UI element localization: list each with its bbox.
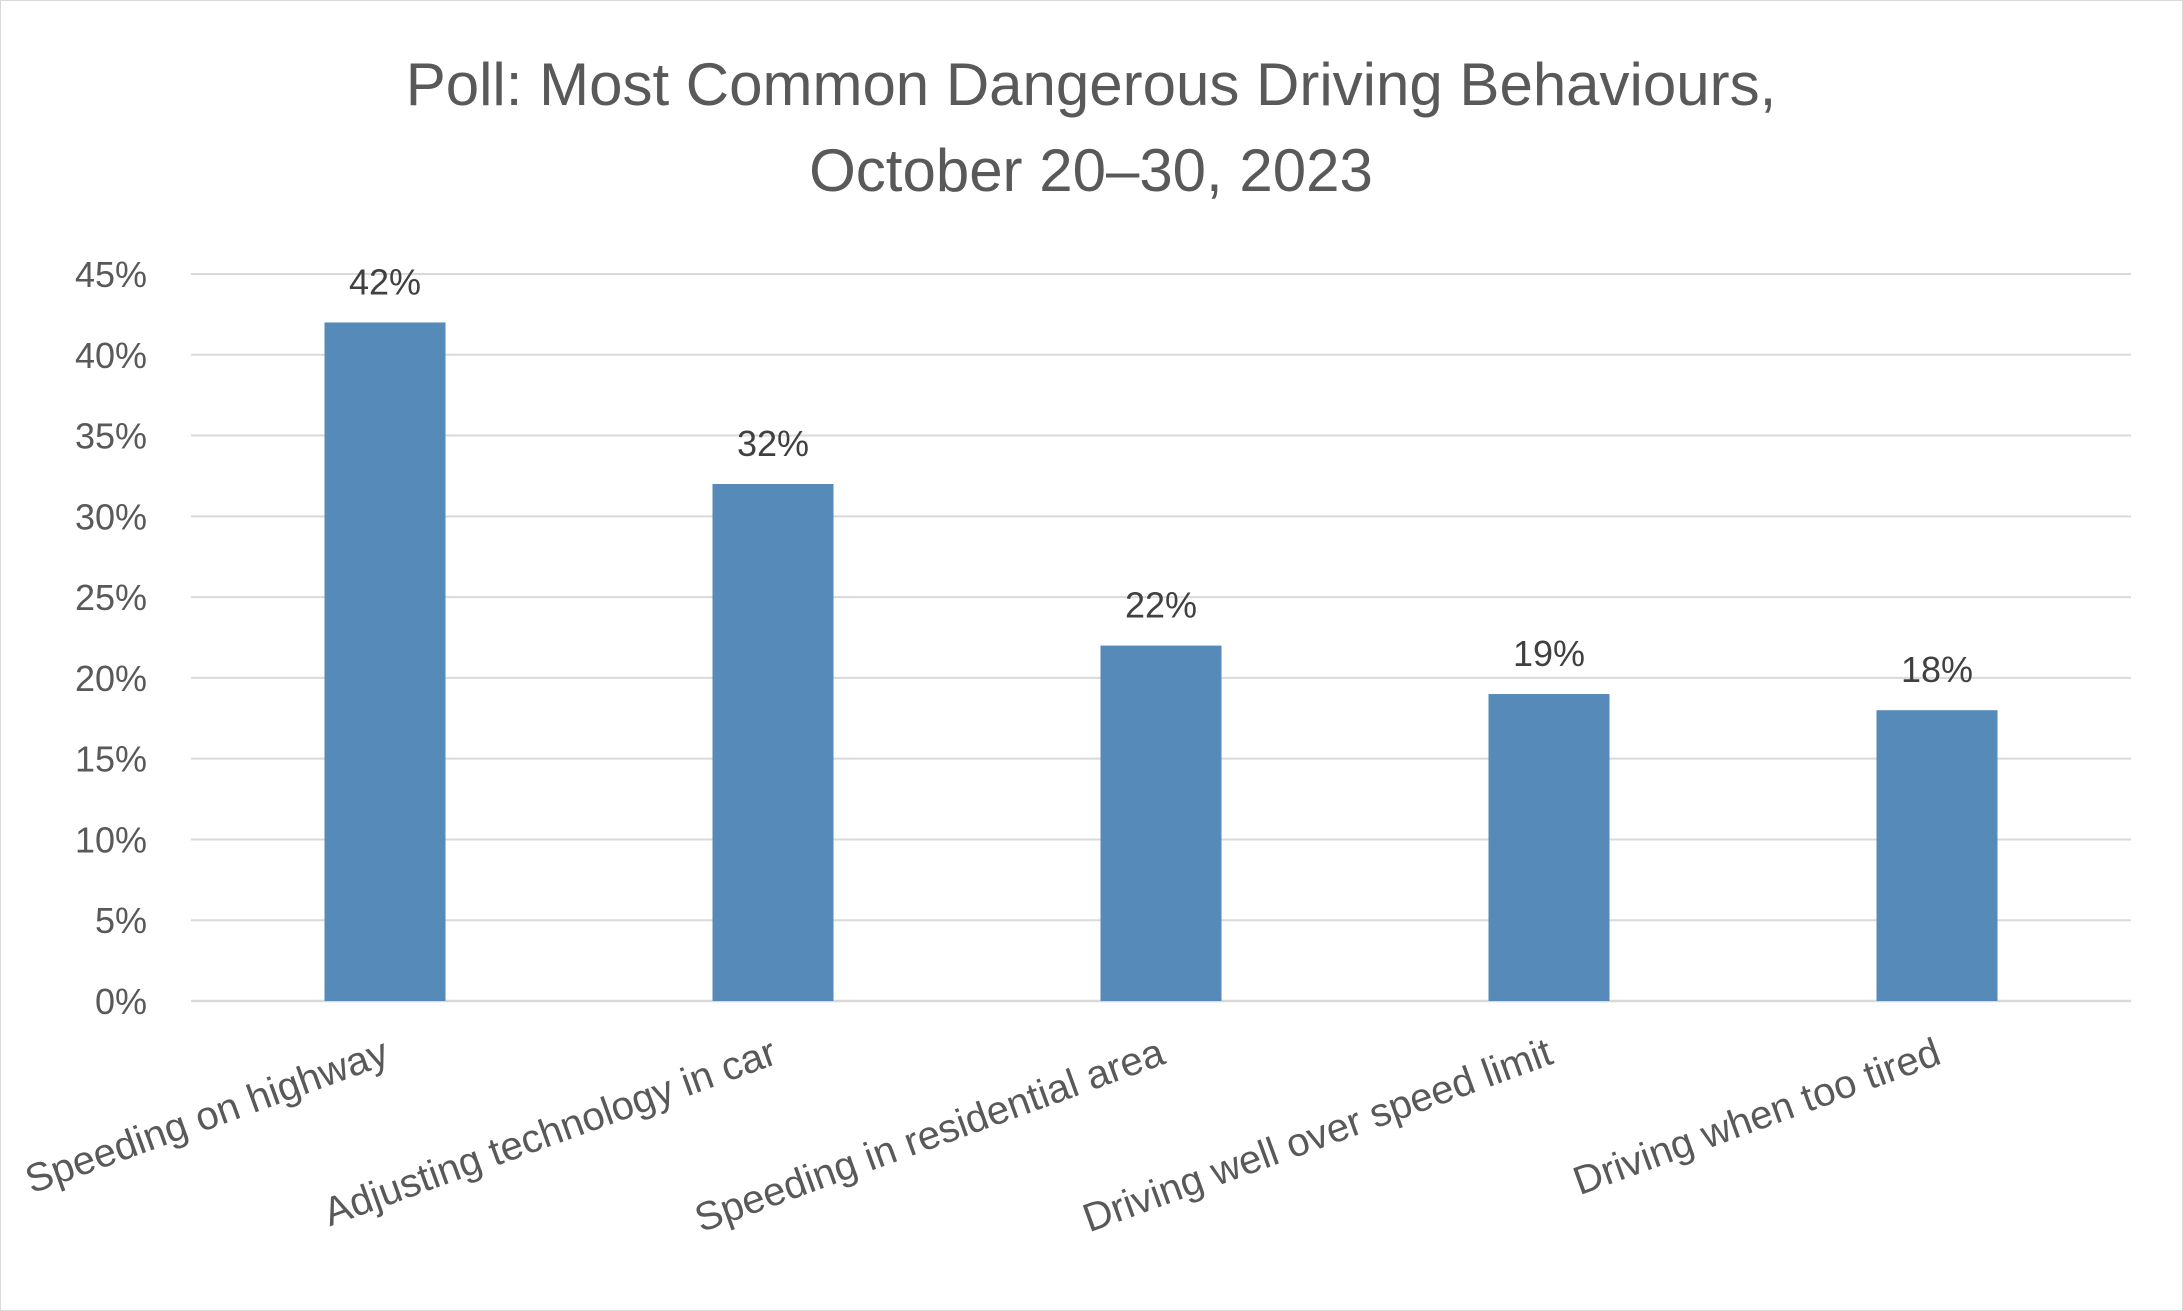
data-labels: 42% 32% 22% 19% 18%: [349, 261, 1973, 690]
y-tick-label: 30%: [75, 496, 147, 537]
y-tick-label: 15%: [75, 739, 147, 780]
y-axis-ticks: 0% 5% 10% 15% 20% 25% 30% 35% 40% 45%: [75, 254, 147, 1022]
bar: [1100, 645, 1222, 1001]
y-tick-label: 0%: [95, 981, 147, 1022]
data-label: 19%: [1513, 633, 1585, 674]
data-label: 32%: [737, 423, 809, 464]
bar: [1876, 710, 1998, 1001]
data-label: 22%: [1125, 585, 1197, 626]
y-tick-label: 10%: [75, 819, 147, 860]
y-tick-label: 35%: [75, 416, 147, 457]
data-label: 18%: [1901, 649, 1973, 690]
category-label: Speeding on highway: [20, 1030, 395, 1202]
y-tick-label: 5%: [95, 900, 147, 941]
chart-title-line-1: Poll: Most Common Dangerous Driving Beha…: [406, 51, 1777, 118]
y-tick-label: 25%: [75, 577, 147, 618]
data-label: 42%: [349, 261, 421, 302]
category-label: Driving when too tired: [1568, 1030, 1947, 1204]
y-tick-label: 45%: [75, 254, 147, 295]
bar: [1488, 694, 1610, 1001]
bars: [324, 322, 1998, 1001]
y-tick-label: 20%: [75, 658, 147, 699]
y-tick-label: 40%: [75, 335, 147, 376]
bar: [324, 322, 446, 1001]
bar: [712, 484, 834, 1001]
chart-title-line-2: October 20–30, 2023: [809, 137, 1373, 204]
